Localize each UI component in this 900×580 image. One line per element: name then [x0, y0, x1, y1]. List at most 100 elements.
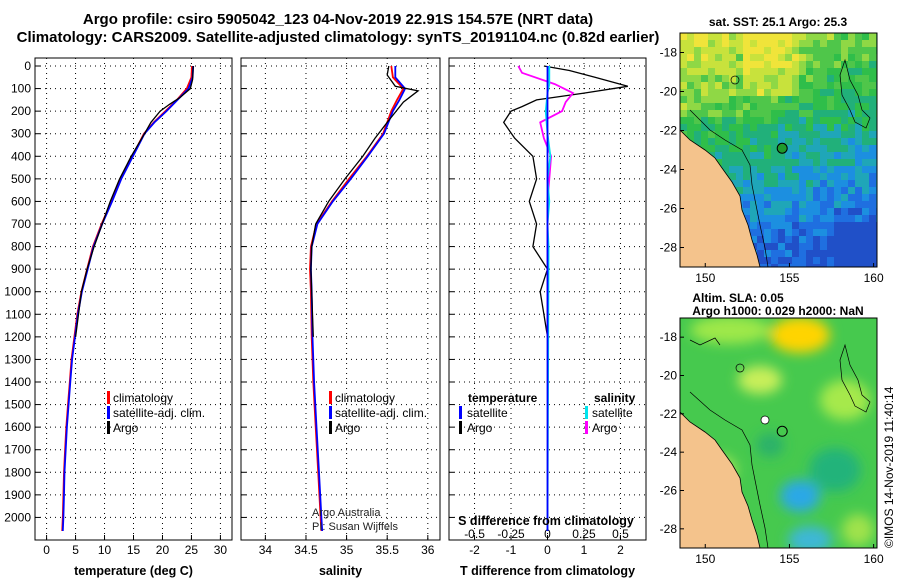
sst-cell: [869, 103, 876, 110]
secondary-x-axis-label: S difference from climatology: [458, 514, 634, 528]
sst-cell: [785, 131, 792, 138]
sst-cell: [757, 124, 764, 131]
sst-cell: [785, 124, 792, 131]
legend-label-temp-argo: Argo: [467, 421, 493, 435]
sst-cell: [792, 166, 799, 173]
sst-cell: [813, 138, 820, 145]
sst-cell: [848, 33, 855, 40]
sst-cell: [715, 89, 722, 96]
sst-cell: [813, 40, 820, 47]
sst-cell: [785, 110, 792, 117]
sst-cell: [834, 215, 841, 222]
sst-cell: [743, 75, 750, 82]
sst-cell: [771, 47, 778, 54]
sst-cell: [736, 47, 743, 54]
sst-cell: [736, 166, 743, 173]
sst-cell: [841, 82, 848, 89]
y-tick-label: 1400: [4, 375, 31, 389]
sst-cell: [813, 33, 820, 40]
sst-cell: [722, 131, 729, 138]
sst-cell: [694, 75, 701, 82]
sst-cell: [848, 215, 855, 222]
sla-blob: [780, 480, 820, 512]
map-x-tick-label: 150: [695, 552, 715, 566]
sst-cell: [806, 166, 813, 173]
sst-cell: [813, 110, 820, 117]
sst-cell: [862, 229, 869, 236]
map-y-tick-label: -28: [660, 241, 678, 255]
sst-cell: [820, 138, 827, 145]
sst-cell: [729, 145, 736, 152]
sst-cell: [680, 40, 687, 47]
sst-cell: [694, 138, 701, 145]
sst-cell: [764, 180, 771, 187]
sst-cell: [792, 180, 799, 187]
sst-cell: [869, 89, 876, 96]
x-tick-label: 30: [214, 543, 228, 557]
sst-cell: [820, 61, 827, 68]
sst-cell: [827, 131, 834, 138]
sst-cell: [729, 89, 736, 96]
sst-cell: [792, 68, 799, 75]
sst-cell: [834, 173, 841, 180]
sst-cell: [869, 250, 876, 257]
x-tick-label: -2: [469, 543, 480, 557]
sst-cell: [799, 68, 806, 75]
sst-cell: [743, 145, 750, 152]
sst-cell: [757, 103, 764, 110]
sst-cell: [869, 194, 876, 201]
sst-cell: [757, 138, 764, 145]
sst-cell: [834, 208, 841, 215]
temperature-panel: 0 5 10 15 20 25 300100200300400500600700800900…: [4, 57, 233, 578]
sst-cell: [771, 110, 778, 117]
sla-island-contour: [735, 363, 745, 373]
sst-cell: [771, 201, 778, 208]
sst-cell: [799, 124, 806, 131]
sst-cell: [743, 152, 750, 159]
sst-cell: [722, 117, 729, 124]
sst-cell: [792, 159, 799, 166]
sst-cell: [729, 173, 736, 180]
sst-cell: [750, 215, 757, 222]
sst-cell: [862, 264, 869, 267]
sst-cell: [736, 61, 743, 68]
sst-cell: [827, 68, 834, 75]
sst-cell: [771, 68, 778, 75]
sst-cell: [764, 47, 771, 54]
sst-cell: [771, 187, 778, 194]
sst-cell: [827, 103, 834, 110]
sst-cell: [834, 264, 841, 267]
sst-cell: [869, 201, 876, 208]
sst-cell: [834, 89, 841, 96]
sst-cell: [813, 159, 820, 166]
sla-blob: [809, 448, 861, 492]
sst-cell: [855, 180, 862, 187]
sst-cell: [792, 201, 799, 208]
sst-cell: [785, 96, 792, 103]
sla-blob: [820, 380, 870, 420]
sst-cell: [848, 159, 855, 166]
sst-cell: [834, 40, 841, 47]
sst-cell: [827, 47, 834, 54]
sst-cell: [778, 257, 785, 264]
map-y-tick-label: -18: [660, 330, 678, 344]
sst-cell: [778, 138, 785, 145]
sst-cell: [715, 145, 722, 152]
sst-cell: [862, 82, 869, 89]
sst-cell: [820, 187, 827, 194]
sst-cell: [799, 138, 806, 145]
map-y-tick-label: -20: [660, 369, 678, 383]
sst-cell: [799, 180, 806, 187]
sst-cell: [785, 68, 792, 75]
sst-cell: [869, 75, 876, 82]
sst-cell: [855, 264, 862, 267]
sst-cell: [855, 89, 862, 96]
sst-cell: [778, 103, 785, 110]
sst-cell: [764, 201, 771, 208]
sst-cell: [799, 131, 806, 138]
sst-cell: [827, 166, 834, 173]
sst-cell: [820, 159, 827, 166]
sst-cell: [834, 110, 841, 117]
sst-cell: [785, 264, 792, 267]
sst-cell: [743, 103, 750, 110]
